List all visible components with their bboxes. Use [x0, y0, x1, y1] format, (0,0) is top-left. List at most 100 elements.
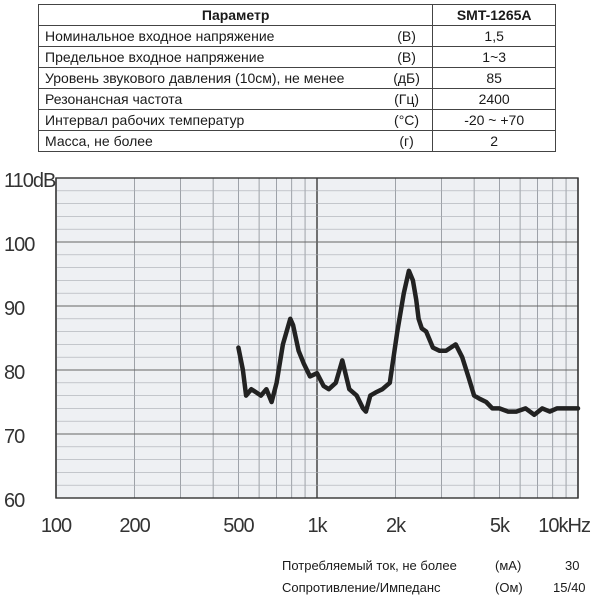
data-point: [259, 394, 263, 398]
row-name: Номинальное входное напряжение: [37, 25, 381, 47]
x-tick-label: 1k: [307, 515, 328, 537]
data-point: [249, 387, 253, 391]
row-unit: (Гц): [380, 88, 434, 110]
data-point: [340, 358, 344, 362]
data-point: [484, 400, 488, 404]
model-header: SMT-1265A: [432, 4, 556, 26]
data-point: [431, 346, 435, 350]
data-point: [374, 390, 378, 394]
table-row: Интервал рабочих температур (°C) -20 ~ +…: [37, 109, 556, 131]
data-point: [347, 387, 351, 391]
row-value: 85: [432, 67, 556, 89]
data-point: [296, 349, 301, 353]
chart-grid: [55, 177, 579, 499]
x-tick-label: 2k: [386, 515, 407, 537]
data-point: [355, 394, 359, 398]
data-point: [236, 346, 241, 350]
data-point: [334, 381, 338, 385]
row-unit: (г): [380, 130, 434, 152]
footer-label: Сопротивление/Импеданс: [282, 580, 441, 595]
data-point: [416, 317, 421, 321]
x-axis-labels: 100 200 500 1k 2k 5k 10kHz: [41, 515, 591, 537]
data-point: [244, 394, 248, 398]
data-point: [563, 406, 567, 410]
table-row: Резонансная частота (Гц) 2400: [37, 88, 556, 110]
footer-unit-cell: (Ом): [495, 580, 523, 595]
footer-unit: (Ом): [495, 580, 523, 595]
table-row: Масса, не более (г) 2: [37, 130, 556, 152]
data-point: [402, 291, 406, 295]
data-point: [395, 330, 399, 334]
table-row: Предельное входное напряжение (В) 1~3: [37, 46, 556, 68]
spec-table-header: Параметр SMT-1265A: [37, 4, 556, 26]
data-point: [288, 317, 292, 321]
data-point: [407, 269, 411, 273]
data-point: [438, 349, 442, 353]
data-point: [540, 406, 544, 410]
row-unit: (В): [380, 25, 434, 47]
row-name: Резонансная частота: [37, 88, 381, 110]
y-tick-label: 80: [4, 362, 25, 384]
data-point: [576, 406, 580, 410]
x-tick-label: 100: [41, 515, 72, 537]
data-point: [514, 410, 518, 414]
footer-row: Потребляемый ток, не более: [282, 558, 457, 573]
data-point: [368, 394, 372, 398]
data-point: [497, 406, 502, 410]
footer-value-cell: 15/40: [553, 580, 586, 595]
y-axis-labels: 60 70 80 90 100 110dB: [4, 170, 57, 512]
x-tick-label: 5k: [490, 515, 511, 537]
data-point: [420, 326, 424, 330]
y-tick-label: 60: [4, 490, 25, 512]
y-tick-label: 100: [4, 234, 35, 256]
data-point: [444, 349, 448, 353]
table-row: Уровень звукового давления (10см), не ме…: [37, 67, 556, 89]
data-point: [414, 298, 418, 302]
x-tick-label: 10kHz: [538, 515, 590, 537]
data-point: [364, 410, 368, 414]
row-value: 2400: [432, 88, 556, 110]
row-name: Предельное входное напряжение: [37, 46, 381, 68]
footer-unit-cell: (мА): [495, 558, 521, 573]
row-value: 2: [432, 130, 556, 152]
data-point: [302, 362, 306, 366]
data-point: [570, 406, 574, 410]
data-point: [460, 355, 464, 359]
data-point: [270, 400, 274, 404]
data-point: [472, 394, 476, 398]
data-point: [490, 406, 495, 410]
data-point: [361, 406, 365, 410]
footer-value: 15/40: [553, 580, 586, 595]
row-name: Интервал рабочих температур: [37, 109, 381, 131]
spec-table: Параметр SMT-1265A Номинальное входное н…: [37, 4, 556, 152]
footer-value-cell: 30: [565, 558, 579, 573]
row-name: Масса, не более: [37, 130, 381, 152]
data-point: [274, 381, 279, 385]
data-point: [478, 397, 482, 401]
data-point: [322, 384, 326, 388]
row-unit: (°C): [380, 109, 434, 131]
footer-label: Потребляемый ток, не более: [282, 558, 457, 573]
data-point: [380, 387, 384, 391]
row-unit: (В): [380, 46, 434, 68]
row-value: 1~3: [432, 46, 556, 68]
data-point: [548, 410, 552, 414]
data-point: [241, 368, 245, 372]
footer-value: 30: [565, 558, 580, 573]
plot-border: [55, 177, 579, 499]
x-tick-label: 500: [223, 515, 254, 537]
data-point: [411, 278, 415, 282]
data-point: [524, 406, 528, 410]
data-point: [327, 387, 331, 391]
series-points: [236, 269, 580, 417]
data-point: [254, 390, 258, 394]
data-point: [466, 374, 470, 378]
x-tick-label: 200: [119, 515, 150, 537]
data-point: [291, 323, 295, 327]
data-point: [388, 381, 392, 385]
row-value: 1,5: [432, 25, 556, 47]
data-point: [315, 371, 319, 375]
row-unit: (дБ): [380, 67, 434, 89]
data-point: [555, 406, 559, 410]
data-point: [264, 387, 269, 391]
